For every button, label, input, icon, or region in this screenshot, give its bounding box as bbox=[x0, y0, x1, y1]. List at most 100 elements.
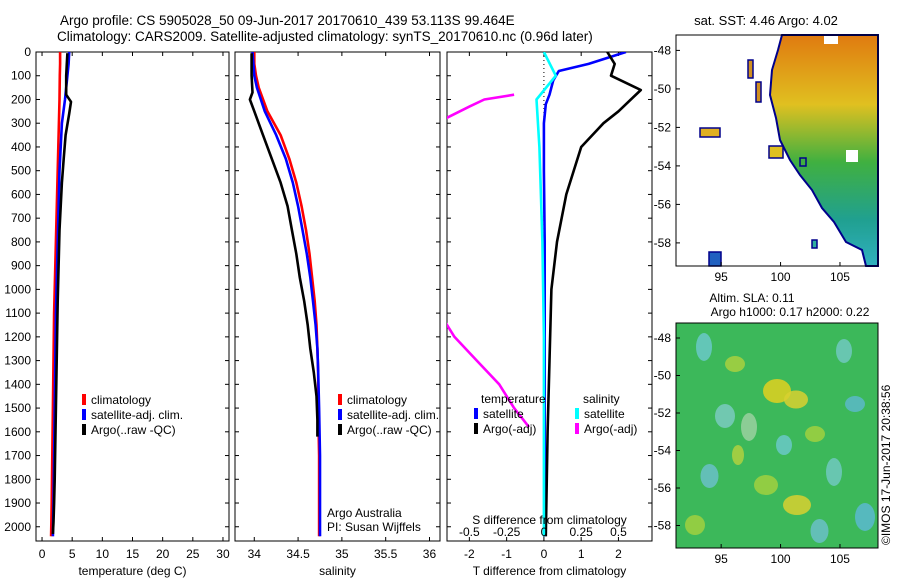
temperature-legend-item-swatch bbox=[82, 424, 86, 435]
sst-patch bbox=[755, 81, 762, 103]
x-tick-label: 15 bbox=[126, 547, 140, 561]
map-y-tick-label: -52 bbox=[654, 120, 672, 134]
y-tick-label: 500 bbox=[11, 164, 31, 178]
sla-blob bbox=[754, 475, 778, 495]
series-group bbox=[447, 52, 643, 541]
map-x-tick-label: 95 bbox=[714, 270, 728, 284]
legend-title-temperature: temperature bbox=[481, 392, 546, 406]
top-tick-label: 0.5 bbox=[610, 525, 627, 539]
temperature-series-line bbox=[49, 52, 62, 537]
salinity-series-line bbox=[248, 53, 319, 437]
y-tick-label: 1200 bbox=[4, 330, 31, 344]
sla-blob bbox=[685, 515, 705, 535]
map-x-tick-label: 95 bbox=[714, 552, 728, 566]
temperature-series-line bbox=[51, 53, 73, 534]
top-tick-label: 0 bbox=[541, 525, 548, 539]
sla-blob bbox=[741, 413, 757, 441]
sla-blob bbox=[805, 426, 825, 442]
sla-blob bbox=[855, 503, 875, 531]
sla-field bbox=[676, 323, 878, 548]
map-y-tick-label: -58 bbox=[654, 236, 672, 250]
x-tick-label: 1 bbox=[578, 547, 585, 561]
x-tick-label: 35 bbox=[335, 547, 349, 561]
salinity-annotation: PI: Susan Wijffels bbox=[327, 520, 421, 534]
y-tick-label: 1500 bbox=[4, 401, 31, 415]
plot-frame bbox=[446, 51, 653, 542]
difference-legend-item-swatch bbox=[474, 423, 478, 434]
x-tick-label: 2 bbox=[615, 547, 622, 561]
y-tick-label: 1900 bbox=[4, 496, 31, 510]
difference-series-line bbox=[544, 52, 643, 537]
y-tick-label: 1400 bbox=[4, 377, 31, 391]
y-tick-label: 1000 bbox=[4, 282, 31, 296]
salinity-legend-item-swatch bbox=[338, 409, 342, 420]
temperature-plot: 0100200300400500600700800900100011001200… bbox=[4, 45, 230, 578]
sla-blob bbox=[700, 464, 719, 488]
top-tick-label: -0.25 bbox=[493, 525, 521, 539]
x-tick-label: 36 bbox=[423, 547, 437, 561]
y-tick-label: 1600 bbox=[4, 425, 31, 439]
map-frame bbox=[675, 34, 879, 267]
x-tick-label: 30 bbox=[216, 547, 230, 561]
difference-legend-item-label: Argo(-adj) bbox=[483, 422, 536, 436]
y-tick-label: 400 bbox=[11, 140, 31, 154]
sla-blob bbox=[845, 396, 865, 412]
sst-patch bbox=[699, 127, 721, 138]
difference-legend-item-swatch bbox=[474, 408, 478, 419]
map-y-tick-label: -50 bbox=[654, 82, 672, 96]
x-tick-label: 20 bbox=[156, 547, 170, 561]
difference-legend-item-label: satellite bbox=[584, 407, 625, 421]
map-y-tick-label: -50 bbox=[654, 369, 672, 383]
difference-legend: temperature salinitysatelliteArgo(-adj)sa… bbox=[474, 392, 637, 436]
y-tick-label: 1300 bbox=[4, 354, 31, 368]
map-y-tick-label: -48 bbox=[654, 331, 672, 345]
credit-text: ©IMOS 17-Jun-2017 20:38:56 bbox=[879, 384, 893, 545]
temperature-legend-item-label: satellite-adj. clim. bbox=[91, 408, 183, 422]
salinity-legend-item-swatch bbox=[338, 394, 342, 405]
salinity-plot: 34 34.5 35 35.5 36 salinity climatologysatelli… bbox=[234, 51, 441, 578]
sst-map: 95 100 105 -48 -50 -52 -54 -56 -58 bbox=[654, 34, 879, 284]
y-tick-label: 100 bbox=[11, 69, 31, 83]
top-tick-label: -0.5 bbox=[459, 525, 480, 539]
salinity-legend-item-label: Argo(..raw -QC) bbox=[347, 423, 432, 437]
x-axis-label: temperature (deg C) bbox=[78, 564, 186, 578]
salinity-annotation: Argo Australia bbox=[327, 506, 402, 520]
sst-map-title: sat. SST: 4.46 Argo: 4.02 bbox=[694, 13, 838, 28]
y-tick-label: 700 bbox=[11, 211, 31, 225]
difference-legend-item-swatch bbox=[575, 408, 579, 419]
salinity-legend-item-swatch bbox=[338, 424, 342, 435]
sla-blob bbox=[696, 333, 712, 361]
sla-blob bbox=[836, 339, 852, 363]
y-tick-label: 300 bbox=[11, 116, 31, 130]
map-x-tick-label: 100 bbox=[771, 552, 791, 566]
x-tick-label: 0 bbox=[541, 547, 548, 561]
x-tick-label: 5 bbox=[69, 547, 76, 561]
sla-blob bbox=[784, 390, 808, 409]
map-x-tick-label: 100 bbox=[771, 270, 791, 284]
header-line-1: Argo profile: CS 5905028_50 09-Jun-2017 … bbox=[60, 13, 515, 28]
x-tick-label: 35.5 bbox=[374, 547, 398, 561]
temperature-legend-item-label: climatology bbox=[91, 393, 151, 407]
x-tick-label: -1 bbox=[501, 547, 512, 561]
map-x-tick-label: 105 bbox=[830, 270, 850, 284]
salinity-legend-item-label: climatology bbox=[347, 393, 407, 407]
x-tick-label: 25 bbox=[186, 547, 200, 561]
x-axis-label: salinity bbox=[319, 564, 356, 578]
map-y-tick-label: -56 bbox=[654, 481, 672, 495]
plot-frame bbox=[35, 51, 230, 542]
temperature-legend-item-swatch bbox=[82, 394, 86, 405]
plot-frame bbox=[234, 51, 441, 542]
sla-blob bbox=[783, 495, 811, 515]
salinity-series-line bbox=[251, 52, 322, 537]
series-group bbox=[248, 52, 322, 537]
sst-patch bbox=[768, 145, 784, 159]
top-axis-label: S difference from climatology bbox=[472, 513, 627, 527]
y-tick-label: 200 bbox=[11, 92, 31, 106]
land-gap bbox=[824, 36, 838, 44]
header-line-2: Climatology: CARS2009. Satellite-adjuste… bbox=[57, 29, 593, 44]
sla-blob bbox=[810, 519, 829, 543]
difference-legend-item-label: satellite bbox=[483, 407, 524, 421]
